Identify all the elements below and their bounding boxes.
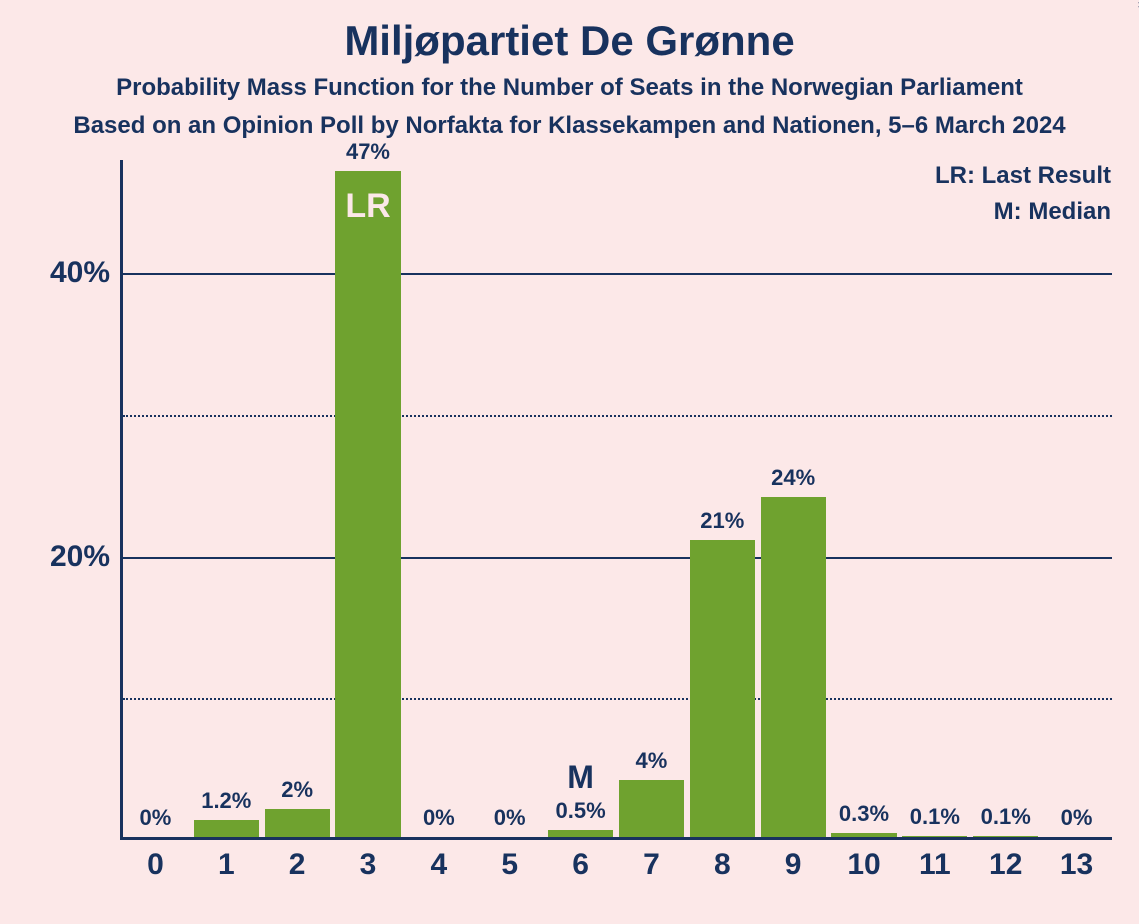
x-tick-label: 7 xyxy=(643,840,660,882)
bar-value-label: 24% xyxy=(771,465,815,497)
x-tick-label: 10 xyxy=(847,840,880,882)
bar-value-label: 4% xyxy=(636,748,668,780)
x-tick-label: 1 xyxy=(218,840,235,882)
y-tick-label: 20% xyxy=(50,540,120,574)
bar: 0.3% xyxy=(831,833,896,837)
chart-plot-area: 20%40%0%01.2%12%247%LR30%40%50.5%M64%721… xyxy=(120,160,1112,840)
grid-minor-line xyxy=(123,415,1112,417)
bar: 21% xyxy=(690,540,755,838)
grid-major-line xyxy=(123,273,1112,275)
y-axis xyxy=(120,160,123,840)
bar: 47%LR xyxy=(335,171,400,837)
grid-minor-line xyxy=(123,698,1112,700)
x-tick-label: 0 xyxy=(147,840,164,882)
bar-value-label: 0.1% xyxy=(981,804,1031,836)
x-tick-label: 2 xyxy=(289,840,306,882)
bar-value-label: 0% xyxy=(140,805,172,837)
x-tick-label: 11 xyxy=(919,840,951,882)
chart-subtitle-1: Probability Mass Function for the Number… xyxy=(0,74,1139,102)
bar: 2% xyxy=(265,809,330,837)
x-tick-label: 9 xyxy=(785,840,802,882)
bar: 4% xyxy=(619,780,684,837)
bar-value-label: 2% xyxy=(281,777,313,809)
x-tick-label: 5 xyxy=(501,840,518,882)
grid-major-line xyxy=(123,557,1112,559)
bar-value-label: 0.1% xyxy=(910,804,960,836)
copyright-text: © 2024 Filip van Laenen xyxy=(1135,0,1139,8)
bar: 1.2% xyxy=(194,820,259,837)
bar-value-label: 47% xyxy=(346,139,390,171)
x-tick-label: 12 xyxy=(989,840,1022,882)
x-tick-label: 3 xyxy=(360,840,377,882)
bar: 24% xyxy=(761,497,826,837)
bar-value-label: 0.5% xyxy=(555,798,605,830)
bar-value-label: 0% xyxy=(494,805,526,837)
y-tick-label: 40% xyxy=(50,256,120,290)
bar-value-label: 0.3% xyxy=(839,801,889,833)
x-tick-label: 8 xyxy=(714,840,731,882)
marker-last-result: LR xyxy=(345,187,390,226)
chart-title: Miljøpartiet De Grønne xyxy=(0,0,1139,64)
bar-value-label: 0% xyxy=(423,805,455,837)
bar-value-label: 21% xyxy=(700,508,744,540)
chart-container: Miljøpartiet De Grønne Probability Mass … xyxy=(0,0,1139,924)
bar: 0.5%M xyxy=(548,830,613,837)
x-tick-label: 4 xyxy=(431,840,448,882)
chart-subtitle-2: Based on an Opinion Poll by Norfakta for… xyxy=(0,112,1139,140)
bar-value-label: 1.2% xyxy=(201,788,251,820)
bar: 0.1% xyxy=(973,836,1038,837)
x-axis xyxy=(120,837,1112,840)
x-tick-label: 6 xyxy=(572,840,589,882)
marker-median: M xyxy=(567,759,594,796)
bar: 0.1% xyxy=(902,836,967,837)
x-tick-label: 13 xyxy=(1060,840,1093,882)
bar-value-label: 0% xyxy=(1061,805,1093,837)
